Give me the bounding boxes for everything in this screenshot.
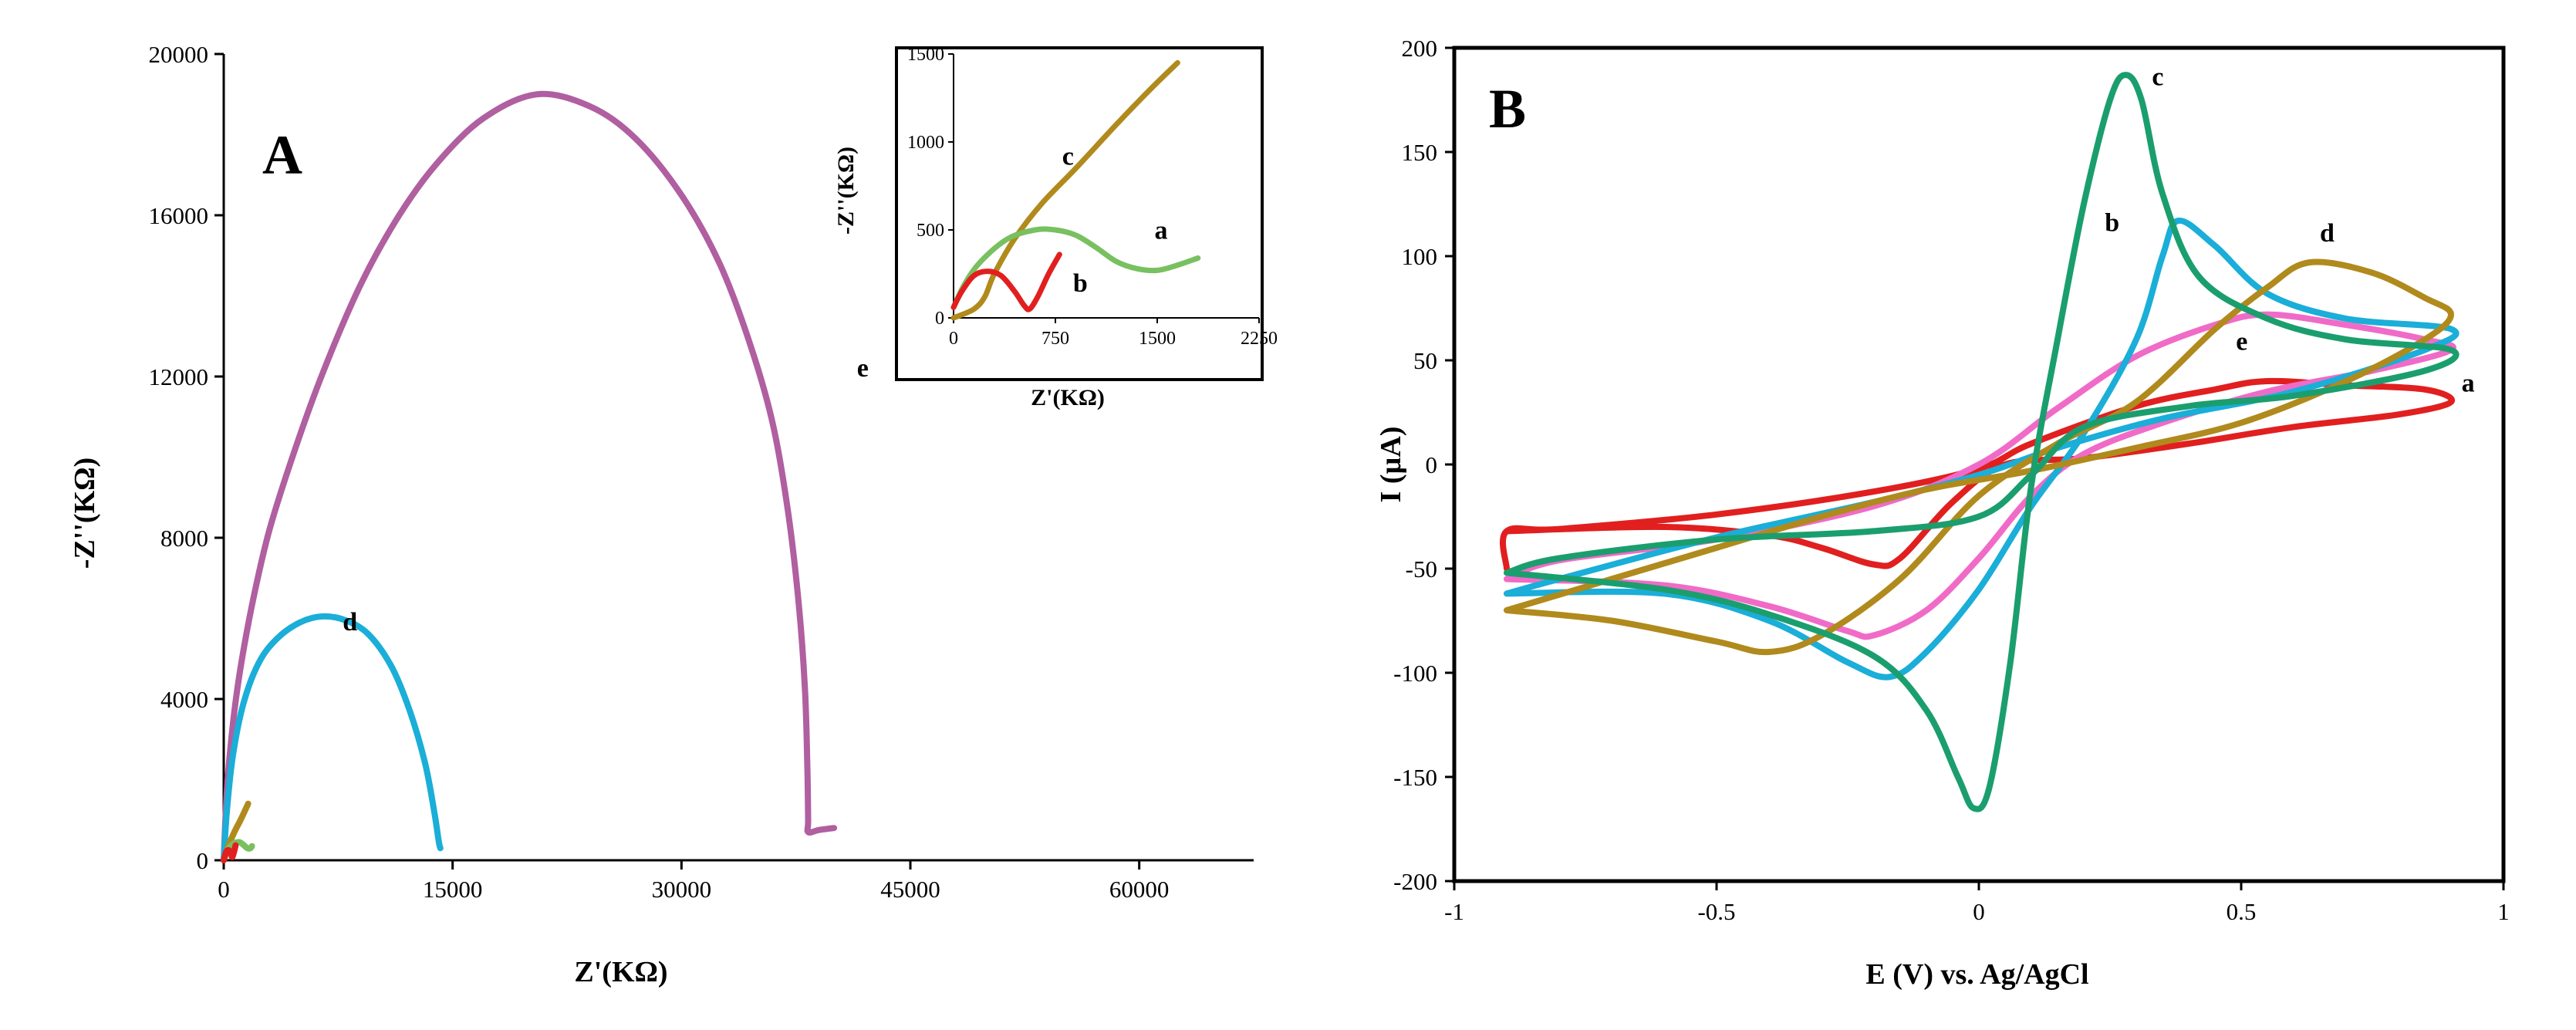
chart-b-series <box>1500 72 2460 812</box>
chart-a-y-axis-label: -Z''(KΩ) <box>69 458 101 569</box>
inset-x-tick-label: 750 <box>1042 329 1069 349</box>
inset-frame <box>895 46 1264 381</box>
chart-a-panel-label: A <box>262 124 302 186</box>
inset-y-axis-label: -Z''(KΩ) <box>833 147 859 235</box>
series-b-line <box>221 842 239 863</box>
series-d-line <box>221 613 444 863</box>
chart-b-x-tick-label: 1 <box>2497 898 2510 925</box>
chart-a-x-tick-label: 60000 <box>1109 876 1170 903</box>
chart-a-x-tick-label: 45000 <box>880 876 940 903</box>
series-e-line <box>221 90 838 863</box>
inset-x-tick-label: 0 <box>949 329 958 349</box>
series-a-line <box>1500 377 2456 572</box>
series-e-label: e <box>857 354 869 383</box>
chart-b-y-tick-label: 0 <box>1426 451 1438 478</box>
chart-a-x-axis-label: Z'(KΩ) <box>574 956 667 988</box>
chart-b-y-tick-label: -200 <box>1393 868 1437 895</box>
inset-series-c-label: c <box>1062 143 1074 171</box>
chart-b-y-axis-label: I (µA) <box>1375 427 1407 503</box>
inset-series-a-line <box>950 226 1201 310</box>
chart-a-y-tick-label: 0 <box>197 847 209 874</box>
inset-x-tick-label: 2250 <box>1241 329 1278 349</box>
series-d-label: d <box>343 608 357 637</box>
inset-x-axis-label: Z'(KΩ) <box>1031 385 1105 410</box>
chart-a-series-labels: ed <box>343 354 869 637</box>
inset-y-tick-label: 0 <box>935 309 944 329</box>
chart-a-y-ticks: 0 4000 8000 12000 16000 20000 <box>149 41 224 874</box>
chart-a-x-ticks: 0 15000 30000 45000 60000 <box>218 860 1169 903</box>
chart-a-axes <box>222 54 1254 862</box>
chart-a-y-tick-label: 16000 <box>149 202 209 229</box>
chart-a-x-tick-label: 0 <box>218 876 230 903</box>
chart-b-panel-label: B <box>1489 78 1526 140</box>
chart-a-x-tick-label: 30000 <box>652 876 712 903</box>
chart-b-y-tick-label: 150 <box>1402 139 1438 166</box>
series-c-line <box>1504 72 2460 812</box>
inset-x-tick-label: 1500 <box>1139 329 1176 349</box>
inset-series <box>950 59 1201 321</box>
inset-series-c-line <box>950 59 1180 321</box>
inset-y-tick-label: 1500 <box>907 45 944 65</box>
inset-series-b-line <box>950 252 1062 312</box>
chart-a-y-tick-label: 12000 <box>149 363 209 390</box>
chart-b-y-tick-label: 100 <box>1402 243 1438 270</box>
series-e-label: e <box>2236 328 2247 356</box>
chart-a-series <box>221 90 838 863</box>
inset-series-a-label: a <box>1154 216 1167 245</box>
chart-b-y-tick-label: -100 <box>1393 660 1437 687</box>
chart-a-x-tick-label: 15000 <box>423 876 483 903</box>
series-c-label: c <box>2152 63 2163 92</box>
inset-axes <box>953 54 1259 319</box>
chart-b-series-labels: a e b d c <box>2105 63 2474 398</box>
inset-series-b-label: b <box>1073 269 1088 298</box>
chart-b-y-tick-label: -150 <box>1393 764 1437 791</box>
series-d-label: d <box>2320 219 2335 248</box>
series-a-label: a <box>2462 370 2475 398</box>
chart-b-y-tick-label: -50 <box>1406 556 1437 583</box>
inset-chart: 0 500 1000 1500 0 750 1500 2250 c a b Z'(KΩ) -Z'… <box>833 45 1278 410</box>
inset-x-ticks: 0 750 1500 2250 <box>949 318 1278 349</box>
chart-b-y-ticks: -200 -150 -100 -50 0 50 100 150 200 <box>1393 35 1454 895</box>
series-b-line <box>1504 218 2460 680</box>
chart-a-y-tick-label: 4000 <box>160 686 208 713</box>
inset-series-labels: c a b <box>1062 143 1168 298</box>
chart-b-x-axis-label: E (V) vs. Ag/AgCl <box>1865 958 2088 991</box>
chart-b-x-ticks: -1 -0.5 0 0.5 1 <box>1444 881 2510 925</box>
chart-b-y-tick-label: 50 <box>1413 347 1437 374</box>
chart-b-x-tick-label: 0 <box>1973 898 1985 925</box>
inset-y-tick-label: 500 <box>917 221 944 241</box>
chart-b-x-tick-label: -1 <box>1444 898 1464 925</box>
chart-b-y-tick-label: 200 <box>1402 35 1438 62</box>
chart-a-y-tick-label: 8000 <box>160 525 208 552</box>
chart-b-x-tick-label: 0.5 <box>2227 898 2257 925</box>
chart-a-y-tick-label: 20000 <box>149 41 209 68</box>
chart-b-x-tick-label: -0.5 <box>1697 898 1735 925</box>
inset-y-tick-label: 1000 <box>907 133 944 153</box>
series-b-label: b <box>2105 209 2119 238</box>
